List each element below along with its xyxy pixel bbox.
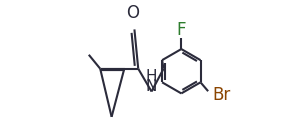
Text: N: N (146, 79, 157, 94)
Text: Br: Br (212, 86, 230, 104)
Text: H: H (146, 69, 157, 84)
Text: O: O (126, 4, 139, 22)
Text: F: F (177, 21, 186, 39)
